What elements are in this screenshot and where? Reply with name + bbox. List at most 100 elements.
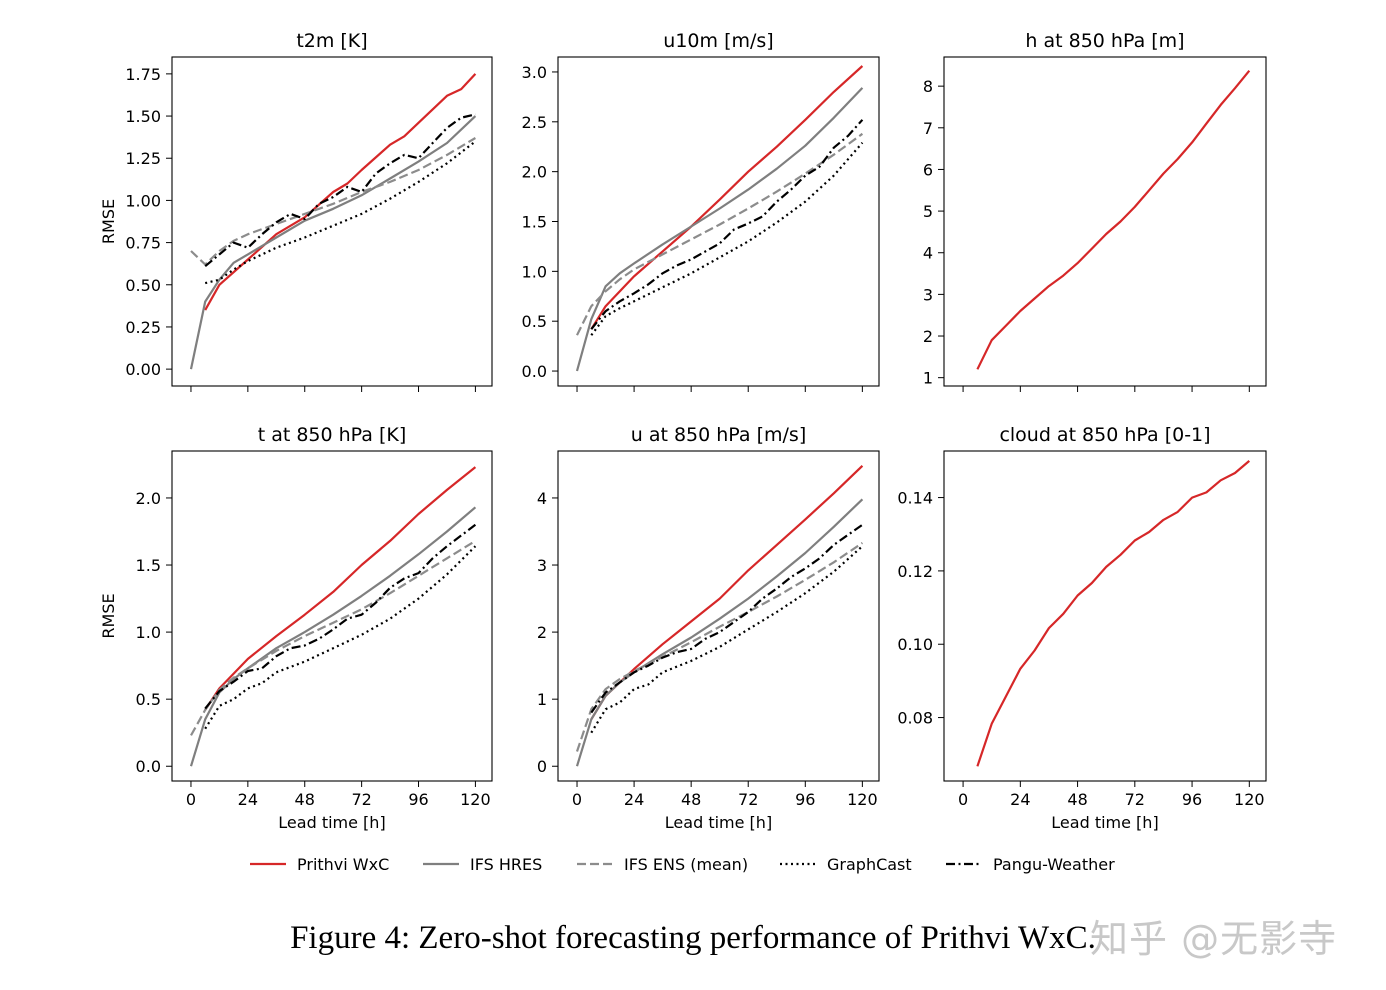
y-tick-label: 1.0	[136, 623, 161, 642]
y-tick-label: 0.08	[897, 709, 933, 728]
y-tick-label: 2	[923, 327, 933, 346]
subplot-t2m-k: 0.00 0.25 0.50 0.75 1.00 1.25 1.50 1.75 t2m [K] R…	[99, 30, 493, 392]
legend-label: GraphCast	[827, 855, 912, 874]
y-tick-label: 0.50	[125, 276, 161, 295]
watermark: 知乎 @无影寺	[1090, 917, 1338, 961]
series-line-graphcast	[590, 545, 864, 734]
y-tick-label: 1.5	[522, 213, 547, 232]
subplot-t-at-850-hpa-k: 0 24 48 72 96 120 0.0 0.5 1.0 1.5 2.0 t at 850 hPa …	[99, 424, 493, 832]
y-tick-label: 1.00	[125, 191, 161, 210]
y-tick-label: 2	[537, 623, 547, 642]
legend-item-prithvi-wxc: Prithvi WxC	[250, 855, 389, 874]
x-tick-label: 0	[572, 790, 582, 809]
y-tick-label: 1	[537, 690, 547, 709]
x-tick-label: 24	[238, 790, 258, 809]
y-tick-label: 1	[923, 369, 933, 388]
series-line-prithvi-wxc	[590, 465, 864, 720]
axes-frame	[171, 450, 493, 782]
y-tick-label: 1.5	[136, 556, 161, 575]
series-line-ifs-ens-mean	[190, 539, 476, 736]
y-tick-label: 8	[923, 77, 933, 96]
legend-label: IFS HRES	[470, 855, 542, 874]
legend-item-graphcast: GraphCast	[780, 855, 912, 874]
x-tick-label: 72	[351, 790, 371, 809]
x-tick-label: 0	[958, 790, 968, 809]
subplot-title: t at 850 hPa [K]	[258, 424, 407, 446]
y-tick-label: 4	[537, 489, 547, 508]
x-tick-label: 72	[1125, 790, 1145, 809]
x-tick-label: 48	[681, 790, 701, 809]
y-tick-label: 2.0	[136, 489, 161, 508]
series-line-ifs-hres	[189, 115, 477, 370]
y-tick-label: 5	[923, 202, 933, 221]
subplot-cloud-at-850-hpa-0-1: 0 24 48 72 96 120 0.08 0.10 0.12 0.14 cloud at 850…	[897, 424, 1267, 832]
x-tick-label: 24	[1010, 790, 1030, 809]
legend-label: Pangu-Weather	[993, 855, 1115, 874]
x-tick-label: 120	[847, 790, 878, 809]
axes-frame	[171, 56, 493, 387]
series-line-graphcast	[204, 545, 477, 730]
axes-frame	[943, 56, 1267, 387]
y-tick-label: 0.14	[897, 489, 933, 508]
y-tick-label: 3	[923, 285, 933, 304]
series-line-ifs-hres	[189, 506, 477, 767]
legend-item-ifs-hres: IFS HRES	[423, 855, 542, 874]
x-axis-label: Lead time [h]	[665, 813, 772, 832]
y-tick-label: 1.0	[522, 262, 547, 281]
legend-label: IFS ENS (mean)	[624, 855, 748, 874]
y-tick-label: 3	[537, 556, 547, 575]
figure-caption: Figure 4: Zero-shot forecasting performa…	[290, 920, 1096, 956]
y-axis-label: RMSE	[99, 199, 118, 244]
y-tick-label: 0.0	[136, 757, 161, 776]
subplot-title: u at 850 hPa [m/s]	[631, 424, 806, 446]
subplot-h-at-850-hpa-m: 1 2 3 4 5 6 7 8 h at 850 hPa [m]	[923, 30, 1267, 392]
y-tick-label: 7	[923, 119, 933, 138]
series-line-graphcast	[590, 141, 864, 336]
series-line-pangu-weather	[590, 119, 864, 330]
axes-frame	[557, 450, 880, 782]
subplot-title: t2m [K]	[296, 30, 367, 52]
y-tick-label: 0.75	[125, 234, 161, 253]
series-line-ifs-ens-mean	[190, 137, 476, 266]
y-tick-label: 0.5	[522, 312, 547, 331]
series-line-pangu-weather	[590, 523, 864, 714]
x-tick-label: 72	[738, 790, 758, 809]
y-tick-label: 0.10	[897, 635, 933, 654]
y-tick-label: 1.75	[125, 65, 161, 84]
y-axis-label: RMSE	[99, 593, 118, 638]
series-line-prithvi-wxc	[590, 65, 864, 330]
x-tick-label: 48	[1067, 790, 1087, 809]
series-line-ifs-ens-mean	[576, 132, 864, 336]
series-line-prithvi-wxc	[976, 460, 1251, 767]
y-tick-label: 0.5	[136, 690, 161, 709]
series-line-ifs-ens-mean	[575, 541, 864, 752]
y-tick-label: 0.00	[125, 360, 161, 379]
series-line-ifs-hres	[575, 87, 864, 372]
subplot-title: u10m [m/s]	[663, 30, 773, 52]
x-axis-label: Lead time [h]	[278, 813, 385, 832]
legend-label: Prithvi WxC	[297, 855, 389, 874]
subplot-title: h at 850 hPa [m]	[1025, 30, 1184, 52]
x-tick-label: 120	[1234, 790, 1265, 809]
x-tick-label: 48	[295, 790, 315, 809]
x-tick-label: 0	[186, 790, 196, 809]
axes-frame	[943, 450, 1267, 782]
y-tick-label: 1.25	[125, 149, 161, 168]
series-line-pangu-weather	[204, 523, 477, 710]
series-line-graphcast	[204, 140, 477, 285]
y-tick-label: 0	[537, 757, 547, 776]
legend: Prithvi WxC IFS HRES IFS ENS (mean) GraphCa…	[250, 855, 1115, 874]
y-tick-label: 1.50	[125, 107, 161, 126]
series-line-prithvi-wxc	[204, 466, 477, 711]
x-tick-label: 120	[460, 790, 491, 809]
series-line-prithvi-wxc	[204, 73, 477, 311]
y-tick-label: 3.0	[522, 63, 547, 82]
x-tick-label: 96	[408, 790, 428, 809]
y-tick-label: 4	[923, 244, 933, 263]
y-tick-label: 0.12	[897, 562, 933, 581]
x-tick-label: 96	[795, 790, 815, 809]
subplot-u10m-m-s: 0.0 0.5 1.0 1.5 2.0 2.5 3.0 u10m [m/s]	[522, 30, 880, 392]
series-line-ifs-hres	[575, 498, 864, 767]
series-line-prithvi-wxc	[976, 70, 1251, 370]
